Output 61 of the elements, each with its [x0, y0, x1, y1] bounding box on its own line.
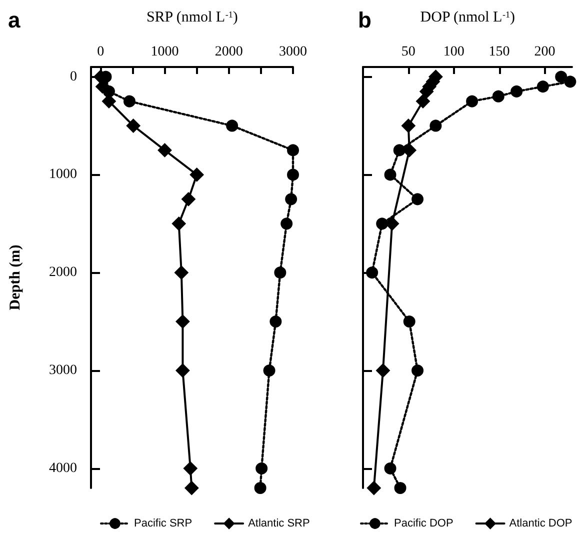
- point: [403, 316, 416, 328]
- x-tick-label: 200: [534, 44, 556, 60]
- y-tick-label: 0: [70, 69, 77, 84]
- chart-title: a: [8, 8, 21, 32]
- point: [190, 168, 204, 182]
- x-tick-label: 50: [401, 44, 416, 60]
- point: [393, 144, 406, 156]
- point: [384, 168, 396, 181]
- point: [280, 218, 293, 230]
- point: [510, 85, 523, 98]
- x-tick-label: 1000: [150, 44, 179, 60]
- point: [287, 168, 299, 181]
- point: [366, 266, 378, 279]
- point: [176, 314, 190, 329]
- legend-label: Atlantic SRP: [248, 518, 310, 530]
- y-tick-label: 1000: [49, 167, 77, 182]
- point: [492, 90, 504, 102]
- x-tick-label: 3000: [279, 44, 307, 60]
- point: [466, 95, 478, 108]
- point: [376, 218, 388, 230]
- legend-label: Atlantic DOP: [509, 518, 572, 530]
- x-tick-label: 150: [488, 44, 510, 60]
- point: [384, 462, 396, 474]
- point: [158, 143, 172, 158]
- chart-title: b: [358, 8, 372, 32]
- y-tick-label: 2000: [49, 265, 77, 280]
- point: [401, 118, 416, 133]
- point: [285, 193, 298, 206]
- point: [430, 120, 442, 132]
- point: [412, 193, 424, 206]
- y-tick-label: 4000: [49, 460, 77, 476]
- x-tick-label: 100: [443, 44, 464, 60]
- point: [256, 462, 268, 474]
- point: [184, 481, 199, 495]
- point: [416, 94, 430, 108]
- point: [126, 118, 140, 133]
- point: [376, 364, 390, 378]
- point: [555, 70, 568, 83]
- point: [536, 80, 549, 93]
- point: [176, 364, 190, 378]
- x-tick-label: 2000: [214, 44, 243, 60]
- y-axis-title: Depth (m): [8, 244, 24, 310]
- point: [254, 482, 266, 494]
- point: [263, 364, 276, 377]
- point: [274, 266, 286, 279]
- point: [181, 192, 196, 206]
- legend-label: Pacific SRP: [134, 518, 192, 530]
- point: [183, 461, 198, 476]
- y-tick-label: 3000: [49, 363, 77, 378]
- point: [564, 76, 576, 88]
- point: [287, 144, 299, 156]
- point: [226, 120, 238, 132]
- point: [366, 481, 381, 495]
- point: [394, 482, 406, 494]
- point: [123, 95, 136, 108]
- point: [270, 316, 282, 328]
- point: [172, 216, 186, 231]
- point: [412, 364, 424, 377]
- point: [174, 266, 188, 280]
- x-tick-label: 0: [97, 44, 104, 60]
- legend-label: Pacific DOP: [394, 518, 454, 530]
